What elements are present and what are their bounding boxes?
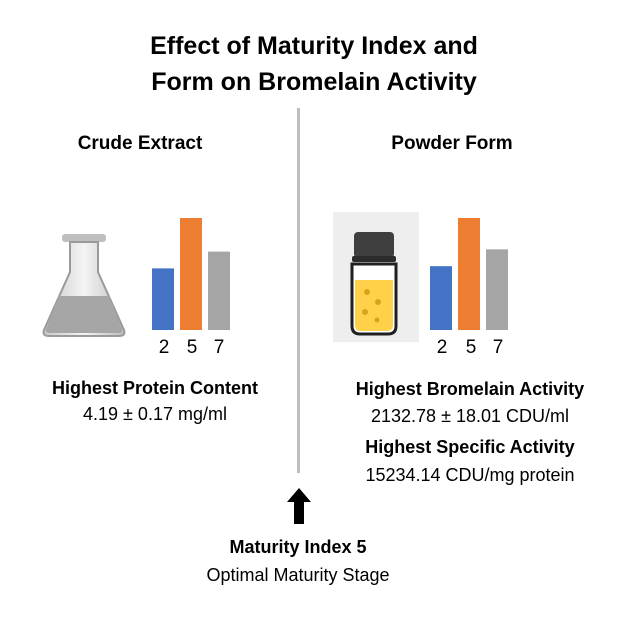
bromelain-activity-value: 2132.78 ± 18.01 CDU/ml: [371, 406, 569, 426]
bar-7: [208, 251, 230, 330]
up-arrow-icon: [287, 488, 311, 524]
maturity-index-label: Maturity Index 5: [229, 537, 367, 557]
panel-divider: [297, 108, 300, 473]
tick-label-2: 2: [158, 337, 170, 358]
bar-5: [458, 218, 480, 330]
tick-label-5: 5: [465, 337, 477, 358]
protein-content-label: Highest Protein Content: [52, 378, 258, 398]
bar-2: [430, 266, 452, 330]
crude-extract-bar-chart: [152, 218, 230, 330]
tick-label-2: 2: [436, 337, 448, 358]
protein-content-value: 4.19 ± 0.17 mg/ml: [83, 404, 227, 424]
tick-label-7: 7: [492, 337, 504, 358]
maturity-stage-label: Optimal Maturity Stage: [206, 565, 390, 585]
specific-activity-label: Highest Specific Activity: [365, 437, 575, 457]
powder-form-heading: Powder Form: [391, 133, 513, 154]
bar-2: [152, 268, 174, 330]
title-line-1: Effect of Maturity Index and: [150, 32, 478, 60]
title-line-2: Form on Bromelain Activity: [151, 68, 477, 96]
flask-icon: [42, 234, 126, 337]
specific-activity-value: 15234.14 CDU/mg protein: [365, 465, 575, 485]
tick-label-7: 7: [213, 337, 225, 358]
crude-extract-heading: Crude Extract: [77, 133, 203, 154]
bar-5: [180, 218, 202, 330]
bromelain-activity-label: Highest Bromelain Activity: [355, 379, 585, 399]
page-title: Effect of Maturity Index and Form on Bro…: [0, 28, 628, 100]
vial-icon: [350, 232, 398, 336]
tick-label-5: 5: [186, 337, 198, 358]
powder-form-bar-chart: [430, 218, 508, 330]
bar-7: [486, 249, 508, 330]
